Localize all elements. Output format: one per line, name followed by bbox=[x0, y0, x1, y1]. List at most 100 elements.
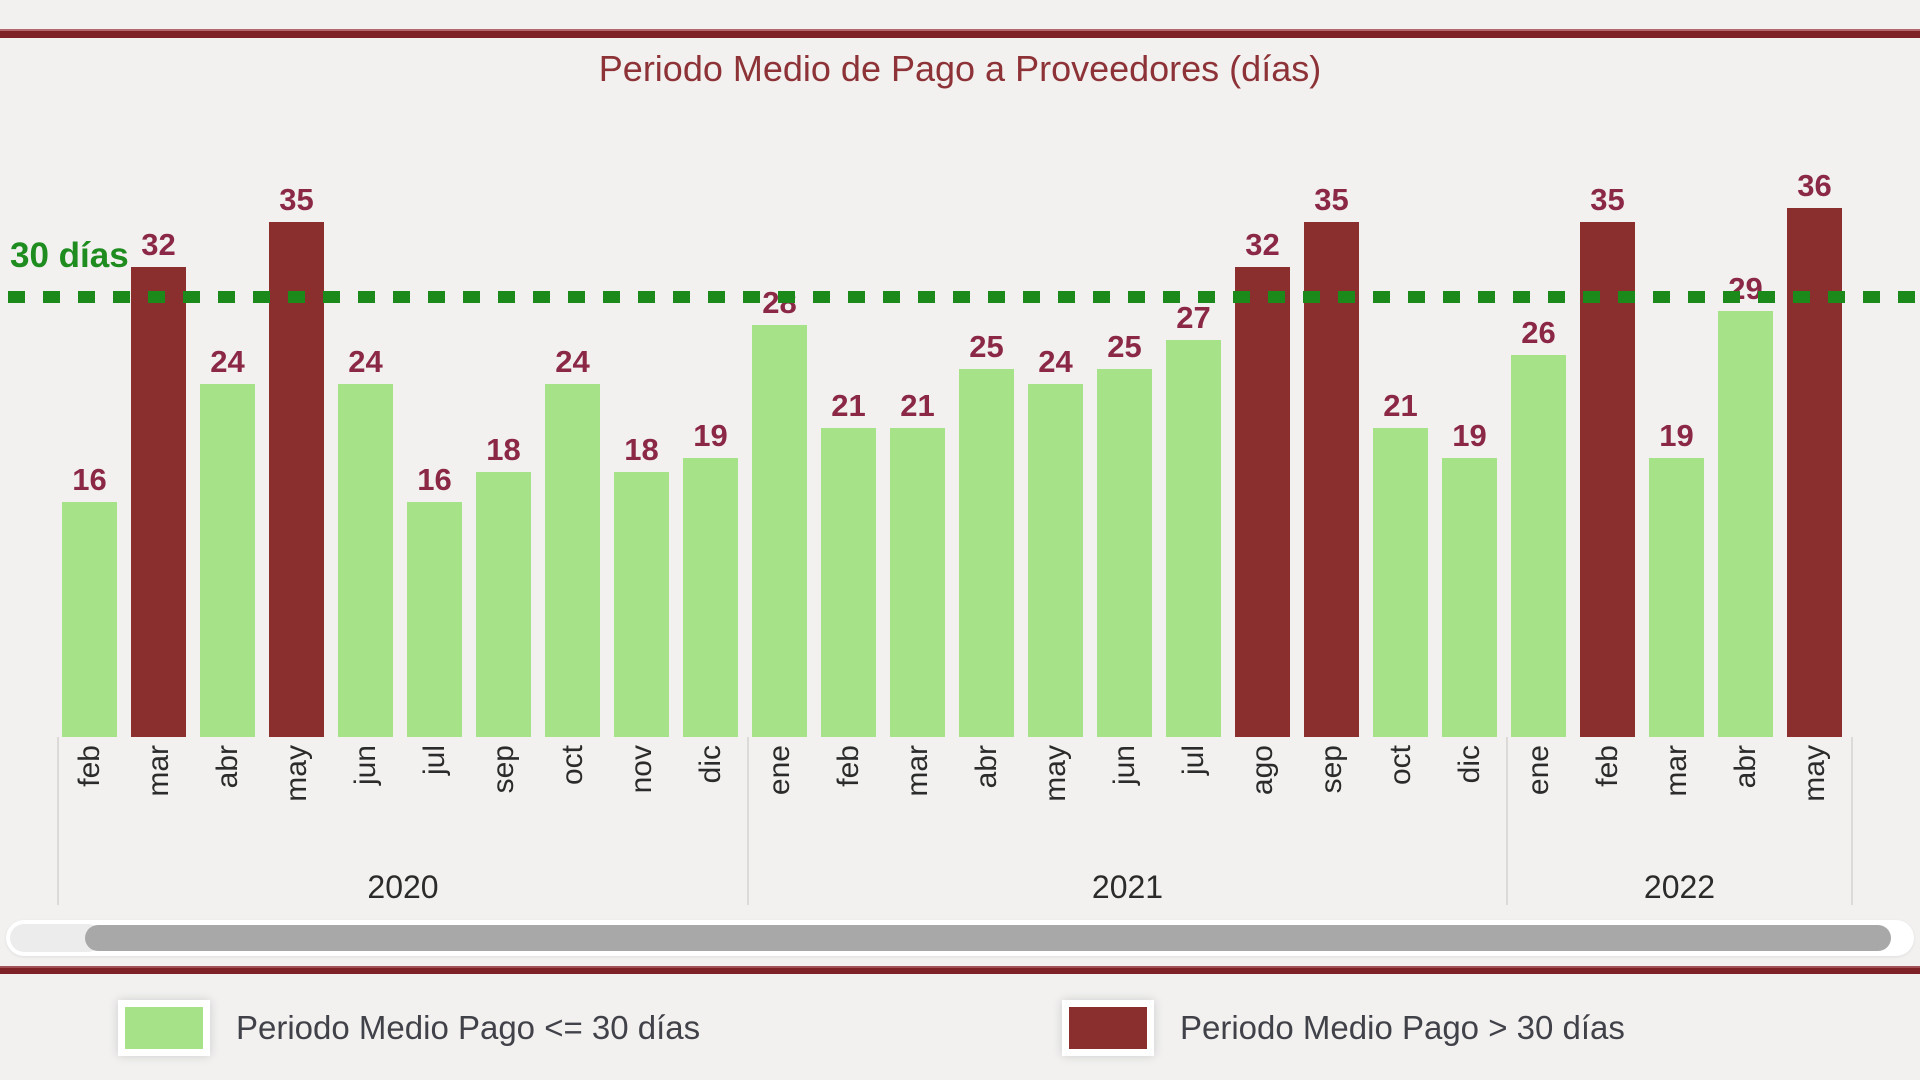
bar-2020-sep[interactable] bbox=[476, 472, 531, 737]
x-axis-month-label: mar bbox=[900, 745, 934, 797]
bar-2020-jun[interactable] bbox=[338, 384, 393, 737]
x-axis-year-label: 2022 bbox=[1643, 868, 1716, 905]
bar-cell: 28ene bbox=[752, 117, 807, 905]
month-label-box: sep bbox=[1304, 737, 1359, 905]
month-label-box: feb bbox=[1580, 737, 1635, 905]
x-axis-month-label: abr bbox=[969, 745, 1003, 789]
month-label-box: mar bbox=[1649, 737, 1704, 905]
bar-cell: 16 jul bbox=[407, 117, 462, 905]
bar-value-label: 25 bbox=[969, 329, 1004, 364]
bar-cell: 32 ago bbox=[1235, 117, 1290, 905]
bar-2021-mar[interactable] bbox=[890, 428, 945, 737]
x-axis-month-label: abr bbox=[210, 745, 244, 789]
bar-cell: 25 abr bbox=[959, 117, 1014, 905]
bar-value-label: 16 bbox=[417, 462, 452, 497]
bar-2020-oct[interactable] bbox=[545, 384, 600, 737]
x-axis-month-label: oct bbox=[1383, 745, 1417, 786]
bar-2020-abr[interactable] bbox=[200, 384, 255, 737]
year-group-2021: 2021 bbox=[749, 737, 1508, 905]
bar-2022-mar[interactable] bbox=[1649, 458, 1704, 737]
bar-2020-jul[interactable] bbox=[407, 502, 462, 737]
bar-2021-sep[interactable] bbox=[1304, 222, 1359, 737]
top-border-line bbox=[0, 29, 1920, 38]
threshold-label: 30 días bbox=[10, 236, 129, 275]
bar-chart-plot-area: 16 feb 32 mar 24 abr 35 may 24 jun 16 jul 18 sep 24 oct… bbox=[62, 117, 1856, 905]
bar-2020-may[interactable] bbox=[269, 222, 324, 737]
month-label-box: may bbox=[269, 737, 324, 905]
bar-2021-dic[interactable] bbox=[1442, 458, 1497, 737]
legend-item-under-threshold[interactable]: Periodo Medio Pago <= 30 días bbox=[118, 1000, 700, 1056]
bar-2021-jul[interactable] bbox=[1166, 340, 1221, 737]
bar-2020-dic[interactable] bbox=[683, 458, 738, 737]
bar-2021-ago[interactable] bbox=[1235, 267, 1290, 737]
bar-2021-abr[interactable] bbox=[959, 369, 1014, 737]
month-label-box: may bbox=[1028, 737, 1083, 905]
bar-cell: 19 dic bbox=[683, 117, 738, 905]
bar-2020-mar[interactable] bbox=[131, 267, 186, 737]
x-axis-month-label: jun bbox=[1107, 745, 1141, 786]
bar-cell: 26 ene bbox=[1511, 117, 1566, 905]
bottom-border-line bbox=[0, 966, 1920, 974]
month-label-box: may bbox=[1787, 737, 1842, 905]
x-axis-month-label: dic bbox=[1452, 745, 1486, 784]
bar-cell: 24 jun bbox=[338, 117, 393, 905]
bar-value-label: 18 bbox=[624, 432, 659, 467]
month-label-box: jun bbox=[338, 737, 393, 905]
bar-value-label: 27 bbox=[1176, 300, 1211, 335]
month-label-box: ene bbox=[752, 737, 807, 905]
bar-cell: 35 may bbox=[269, 117, 324, 905]
x-axis-year-band: 2020 2021 2022 bbox=[57, 737, 1853, 905]
bar-value-label: 24 bbox=[555, 344, 590, 379]
x-axis-month-label: mar bbox=[141, 745, 175, 797]
bar-2022-abr[interactable] bbox=[1718, 311, 1773, 737]
bar-cell: 18 sep bbox=[476, 117, 531, 905]
legend-item-over-threshold[interactable]: Periodo Medio Pago > 30 días bbox=[1062, 1000, 1625, 1056]
month-label-box: dic bbox=[683, 737, 738, 905]
bar-value-label: 21 bbox=[900, 388, 935, 423]
bar-cell: 19 mar bbox=[1649, 117, 1704, 905]
bar-value-label: 32 bbox=[1245, 227, 1280, 262]
month-label-box: jul bbox=[407, 737, 462, 905]
bar-cell: 19 dic bbox=[1442, 117, 1497, 905]
bar-2021-may[interactable] bbox=[1028, 384, 1083, 737]
x-axis-month-label: abr bbox=[1728, 745, 1762, 789]
threshold-dashed-line bbox=[8, 291, 1920, 303]
bar-2020-feb[interactable] bbox=[62, 502, 117, 737]
bar-value-label: 19 bbox=[1659, 418, 1694, 453]
bar-2022-may[interactable] bbox=[1787, 208, 1842, 737]
bar-cell: 32 mar bbox=[131, 117, 186, 905]
month-label-box: abr bbox=[959, 737, 1014, 905]
bar-2021-jun[interactable] bbox=[1097, 369, 1152, 737]
year-group-2020: 2020 bbox=[59, 737, 749, 905]
month-label-box: jul bbox=[1166, 737, 1221, 905]
month-label-box: mar bbox=[131, 737, 186, 905]
bar-value-label: 21 bbox=[831, 388, 866, 423]
month-label-box: feb bbox=[62, 737, 117, 905]
bar-2021-feb[interactable] bbox=[821, 428, 876, 737]
month-label-box: sep bbox=[476, 737, 531, 905]
bar-cell: 36 may bbox=[1787, 117, 1842, 905]
bar-cell: 24 abr bbox=[200, 117, 255, 905]
month-label-box: mar bbox=[890, 737, 945, 905]
bar-value-label: 35 bbox=[279, 182, 314, 217]
month-label-box: feb bbox=[821, 737, 876, 905]
bar-2020-nov[interactable] bbox=[614, 472, 669, 737]
bar-value-label: 32 bbox=[141, 227, 176, 262]
bar-2022-ene[interactable] bbox=[1511, 355, 1566, 737]
month-label-box: oct bbox=[1373, 737, 1428, 905]
bar-value-label: 35 bbox=[1314, 182, 1349, 217]
bar-cell: 16 feb bbox=[62, 117, 117, 905]
x-axis-month-label: ago bbox=[1245, 745, 1279, 796]
bar-value-label: 24 bbox=[1038, 344, 1073, 379]
bar-2022-feb[interactable] bbox=[1580, 222, 1635, 737]
bar-cell: 29 abr bbox=[1718, 117, 1773, 905]
horizontal-scrollbar-track[interactable] bbox=[6, 920, 1914, 956]
x-axis-month-label: jul bbox=[1176, 745, 1210, 776]
x-axis-year-label: 2021 bbox=[1091, 868, 1164, 905]
month-label-box: ene bbox=[1511, 737, 1566, 905]
bar-2021-ene[interactable] bbox=[752, 325, 807, 737]
x-axis-month-label: dic bbox=[693, 745, 727, 784]
bar-2021-oct[interactable] bbox=[1373, 428, 1428, 737]
horizontal-scrollbar-thumb[interactable] bbox=[85, 925, 1891, 951]
